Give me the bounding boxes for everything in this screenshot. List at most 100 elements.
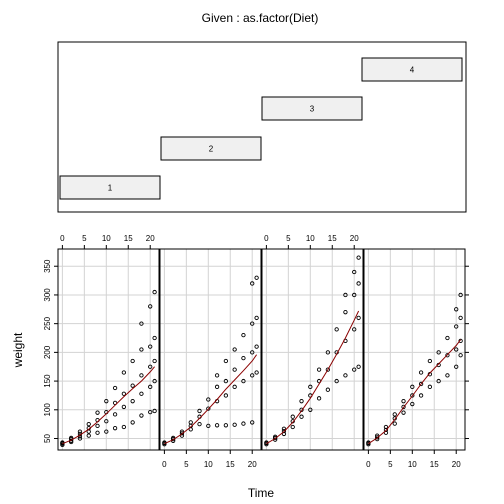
data-point [130,420,135,425]
data-point [325,367,331,372]
panel-diet-1: 0 5 10 15 20 50 100 150 200 250 300 350 [43,234,160,451]
x-tick-label: 10 [408,460,417,469]
data-point [223,393,229,398]
data-point [458,353,463,358]
data-point [197,408,202,414]
x-tick-label: 5 [286,234,291,243]
data-point [454,347,459,352]
data-point [223,423,229,428]
data-point [308,407,313,412]
given-bar-4 [361,57,463,82]
data-point [343,292,348,298]
data-point [254,275,259,280]
data-point [250,321,255,326]
y-tick-label: 50 [43,434,52,443]
data-point [139,391,144,396]
data-point [250,281,255,286]
given-panel-title: Given : as.factor(Diet) [202,11,319,25]
data-point [356,281,361,286]
data-point [121,370,127,375]
y-tick-label: 300 [43,288,52,302]
data-point [95,423,100,429]
panel-diet-4: 0 5 10 15 20 [363,248,469,469]
data-point [418,381,424,387]
data-point [325,387,331,392]
data-point [250,420,255,425]
data-point [241,332,246,338]
smoother-line [62,366,155,445]
x-tick-label: 0 [162,460,167,469]
data-point [436,350,441,355]
panel-frame [261,248,364,451]
data-point [104,399,109,404]
data-point [139,373,144,378]
data-point [352,327,357,332]
data-point [392,421,397,426]
data-point [241,378,246,384]
data-point [383,424,389,430]
data-point [206,397,211,402]
panel-diet-2: 0 5 10 15 20 [159,248,262,469]
data-point [356,364,361,369]
data-point [179,431,185,436]
given-bar-label-4: 4 [410,66,415,75]
data-point [410,393,415,398]
data-point [290,424,295,430]
data-point [254,315,259,321]
x-tick-label: 0 [60,234,65,243]
data-point [104,419,109,424]
data-point [250,373,255,378]
data-point [112,412,118,417]
data-point [352,367,357,372]
data-point [86,433,91,438]
smoother-line [164,354,258,445]
data-point [316,396,322,401]
data-point [427,358,433,364]
data-point [427,384,433,389]
data-point [223,358,229,364]
data-point [152,335,157,341]
data-point [454,307,459,312]
data-point [290,414,295,419]
panel-diet-3: 0 5 10 15 20 [261,234,364,451]
x-tick-label: 10 [306,234,315,243]
data-point [352,292,357,298]
data-point [352,269,357,275]
data-point [152,408,157,414]
data-point [254,370,259,375]
data-point [254,344,259,349]
data-point [445,353,450,358]
data-point [343,373,348,378]
data-point [458,315,463,321]
data-point [445,373,450,378]
data-point [104,429,109,434]
data-point [458,338,463,344]
x-tick-label: 5 [184,460,189,469]
given-bar-3 [261,96,363,121]
data-point [232,422,237,427]
data-point [148,304,153,309]
x-tick-label: 10 [102,234,111,243]
data-point [418,370,424,375]
data-point [454,324,459,329]
data-point [241,355,246,361]
x-tick-label: 0 [366,460,371,469]
data-point [206,406,211,411]
panel-frame [57,248,160,451]
x-tick-label: 5 [82,234,87,243]
smoother-line [266,310,360,445]
data-point [334,378,339,384]
x-tick-label: 15 [430,460,439,469]
data-point [281,426,287,431]
data-point [250,350,255,355]
x-tick-label: 15 [226,460,235,469]
data-point [77,436,83,441]
data-point [152,378,157,384]
y-tick-label: 150 [43,374,52,388]
data-point [86,422,91,427]
data-point [95,430,100,435]
data-point [410,384,415,389]
y-tick-label: 200 [43,345,52,359]
